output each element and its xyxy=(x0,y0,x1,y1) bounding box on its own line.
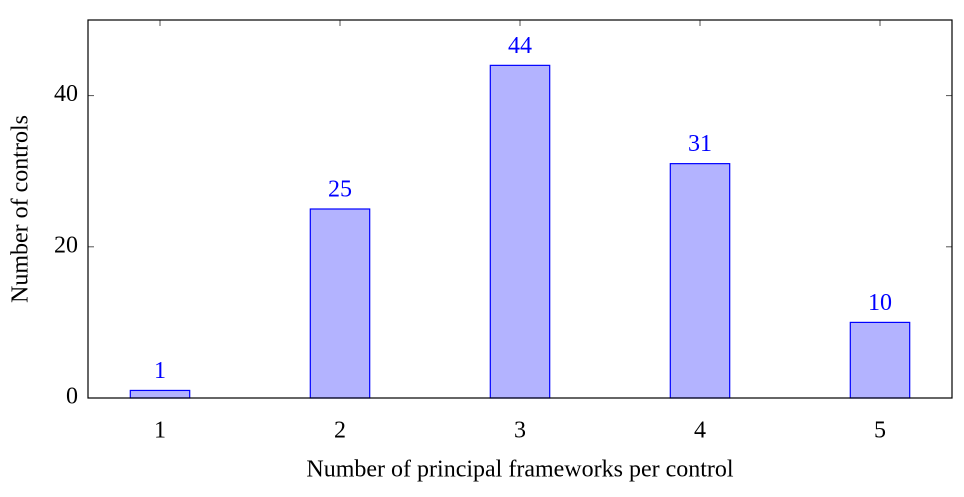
x-tick-label: 1 xyxy=(154,418,166,444)
value-label: 10 xyxy=(868,290,892,316)
y-tick-label: 40 xyxy=(54,81,78,107)
x-axis-label: Number of principal frameworks per contr… xyxy=(306,457,734,483)
value-label: 44 xyxy=(508,33,532,59)
value-label: 25 xyxy=(328,177,352,203)
value-label: 1 xyxy=(154,358,166,384)
x-tick-label: 2 xyxy=(334,418,346,444)
y-tick-label: 20 xyxy=(54,232,78,258)
bar xyxy=(489,64,551,399)
bar xyxy=(129,389,191,399)
y-tick-label: 0 xyxy=(66,384,78,410)
y-axis-label: Number of controls xyxy=(8,115,34,303)
x-tick-label: 3 xyxy=(514,418,526,444)
bar xyxy=(309,208,371,399)
x-tick-label: 4 xyxy=(694,418,706,444)
plot-frame xyxy=(87,19,953,399)
bar xyxy=(849,321,911,399)
bar xyxy=(669,163,731,399)
x-tick-label: 5 xyxy=(874,418,886,444)
value-label: 31 xyxy=(688,131,712,157)
